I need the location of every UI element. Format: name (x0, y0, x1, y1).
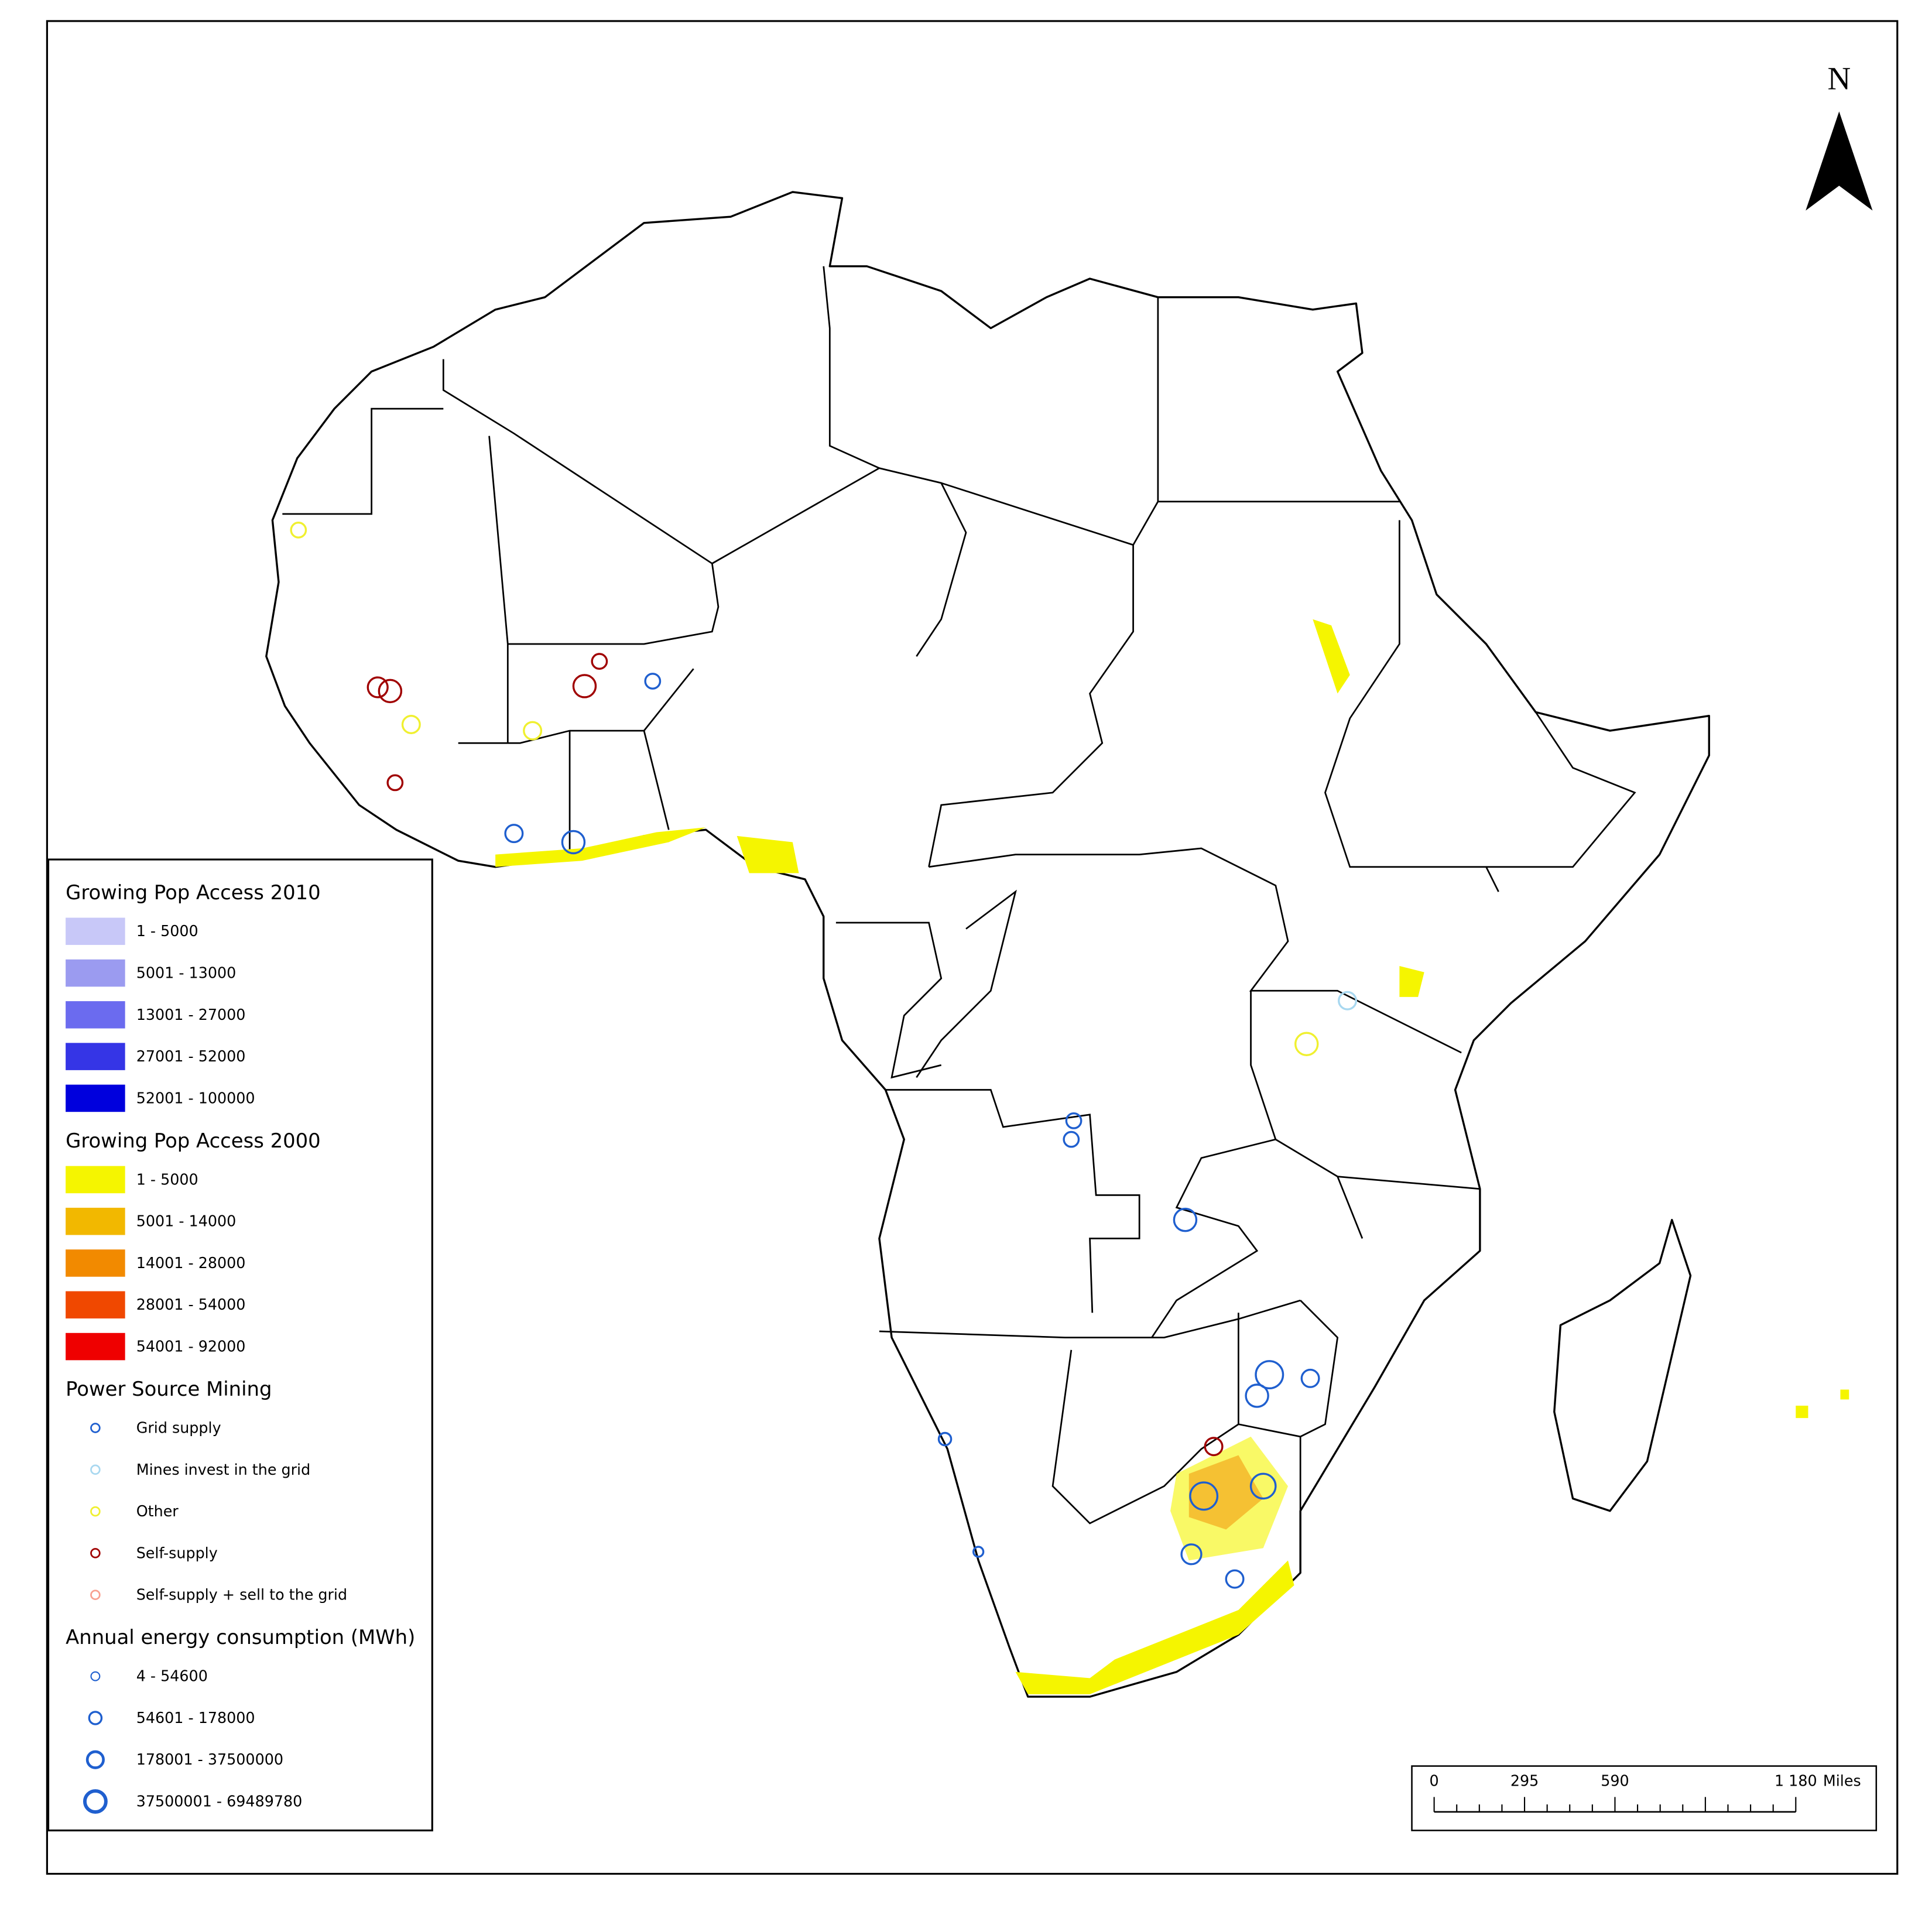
north-label: N (1827, 60, 1851, 96)
legend-title: Annual energy consumption (MWh) (66, 1626, 415, 1649)
legend-symbol (90, 1506, 101, 1517)
legend-symbol (85, 1750, 105, 1769)
legend-title: Growing Pop Access 2010 (66, 881, 321, 904)
legend-label: 13001 - 27000 (136, 1006, 246, 1023)
legend-label: Grid supply (136, 1419, 221, 1437)
legend-label: Other (136, 1502, 179, 1520)
legend-swatch (66, 1291, 125, 1319)
legend: Growing Pop Access 2010 1 - 5000 5001 - 13… (66, 881, 415, 1814)
map-frame (46, 20, 1899, 1875)
scale-label: 295 (1510, 1772, 1539, 1789)
legend-swatch (66, 1207, 125, 1235)
scale-unit: Miles (1823, 1772, 1861, 1789)
scale-label: 1 180 (1775, 1772, 1817, 1789)
legend-swatch (66, 1332, 125, 1361)
legend-symbol (90, 1548, 101, 1558)
scale-label: 0 (1430, 1772, 1439, 1789)
legend-label: 5001 - 13000 (136, 964, 237, 982)
legend-title: Power Source Mining (66, 1378, 272, 1400)
legend-swatch (66, 1001, 125, 1029)
legend-symbol (90, 1423, 101, 1433)
north-arrow (1806, 111, 1873, 211)
legend-swatch (66, 1166, 125, 1194)
population-patches (495, 619, 1849, 1694)
legend-swatch (66, 1043, 125, 1070)
legend-symbol (90, 1671, 101, 1681)
legend-symbol (90, 1464, 101, 1475)
legend-label: 54601 - 178000 (136, 1709, 255, 1727)
legend-symbol (83, 1789, 108, 1814)
legend-swatch (66, 1084, 125, 1112)
scale-bar-box (1411, 1765, 1878, 1831)
legend-label: Self-supply (136, 1544, 218, 1561)
scale-label: 590 (1601, 1772, 1629, 1789)
legend-swatch (66, 959, 125, 987)
legend-label: 27001 - 52000 (136, 1047, 246, 1065)
mine-sites (290, 522, 1358, 1589)
legend-label: 54001 - 92000 (136, 1338, 246, 1355)
legend-label: 37500001 - 69489780 (136, 1793, 303, 1810)
legend-label: 1 - 5000 (136, 922, 198, 940)
legend-label: Mines invest in the grid (136, 1461, 311, 1478)
legend-label: 178001 - 37500000 (136, 1751, 283, 1768)
legend-label: 4 - 54600 (136, 1667, 208, 1685)
legend-swatch (66, 917, 125, 946)
legend-symbol (88, 1711, 103, 1725)
legend-label: 28001 - 54000 (136, 1296, 246, 1313)
country-borders (282, 266, 1636, 1525)
legend-label: Self-supply + sell to the grid (136, 1586, 347, 1604)
legend-swatch (66, 1249, 125, 1277)
legend-label: 5001 - 14000 (136, 1212, 237, 1230)
legend-label: 52001 - 100000 (136, 1089, 255, 1107)
legend-title: Growing Pop Access 2000 (66, 1129, 321, 1152)
legend-symbol (90, 1590, 101, 1600)
scale-bar: 0 295 590 1 180 Miles (1430, 1772, 1861, 1813)
legend-label: 1 - 5000 (136, 1170, 198, 1188)
legend-label: 14001 - 28000 (136, 1254, 246, 1272)
madagascar (1553, 1218, 1692, 1512)
